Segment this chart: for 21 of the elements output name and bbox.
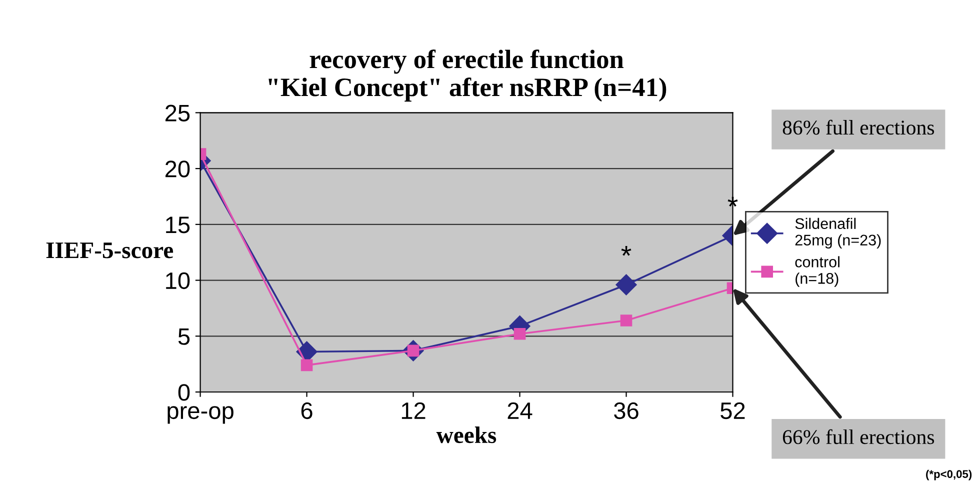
x-tick-label: pre-op bbox=[168, 406, 234, 424]
x-tick-label: 36 bbox=[614, 402, 638, 420]
legend-label: Sildenafil 25mg (n=23) bbox=[795, 218, 881, 249]
x-axis-title: weeks bbox=[436, 426, 496, 444]
x-tick-label: 24 bbox=[508, 402, 532, 419]
y-tick-label: 5 bbox=[178, 328, 190, 345]
x-tick-label: 12 bbox=[402, 402, 426, 419]
annotation: 86% full erections bbox=[782, 120, 934, 135]
x-tick-label: 52 bbox=[720, 402, 745, 420]
y-tick-label: 20 bbox=[165, 160, 190, 178]
y-axis-title: IIEF-5-score bbox=[46, 242, 174, 258]
y-tick-label: 15 bbox=[166, 216, 190, 234]
annotation: 66% full erections bbox=[782, 429, 934, 444]
x-tick-label: 6 bbox=[301, 402, 312, 420]
text: (*p<0,05) bbox=[926, 470, 972, 480]
legend-label: control (n=18) bbox=[795, 256, 840, 287]
chart-title: recovery of erectile function "Kiel Concept" after nsRRP (n=41) bbox=[268, 49, 666, 102]
annotation: * bbox=[621, 246, 632, 256]
y-tick-label: 0 bbox=[178, 384, 190, 401]
y-tick-label: 25 bbox=[165, 104, 190, 122]
y-tick-label: 10 bbox=[166, 272, 190, 290]
